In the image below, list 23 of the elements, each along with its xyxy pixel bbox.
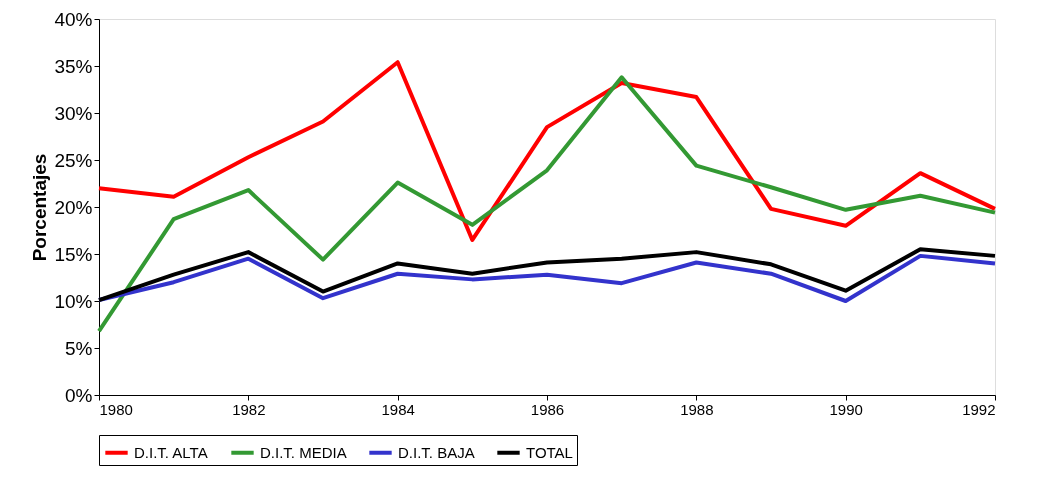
- x-tick-label: 1982: [232, 400, 266, 418]
- y-tick-label: 30%: [54, 102, 93, 124]
- y-tick-label: 10%: [54, 290, 93, 312]
- line-series: [97, 75, 997, 334]
- x-tick-label: 1992: [962, 400, 996, 418]
- legend-label: D.I.T. MEDIA: [260, 443, 347, 461]
- legend-label: D.I.T. BAJA: [398, 443, 475, 461]
- x-tick-label: 1988: [680, 400, 714, 418]
- legend-label: D.I.T. ALTA: [134, 443, 208, 461]
- y-tick-label: 15%: [54, 243, 93, 265]
- x-tick-label: 1986: [530, 400, 565, 418]
- y-tick-label: 40%: [54, 8, 93, 30]
- y-tick-label: 25%: [54, 149, 93, 171]
- line-series: [97, 60, 997, 242]
- y-tick-label: 5%: [65, 337, 93, 359]
- y-tick-label: 20%: [54, 196, 93, 218]
- x-tick-label: 1980: [99, 400, 133, 418]
- y-axis-title: Porcentajes: [29, 153, 51, 262]
- y-tick-label: 0%: [65, 384, 93, 406]
- x-tick-label: 1984: [381, 400, 415, 418]
- legend-label: TOTAL: [526, 443, 573, 461]
- y-tick-label: 35%: [54, 55, 93, 77]
- x-tick-label: 1990: [829, 400, 863, 418]
